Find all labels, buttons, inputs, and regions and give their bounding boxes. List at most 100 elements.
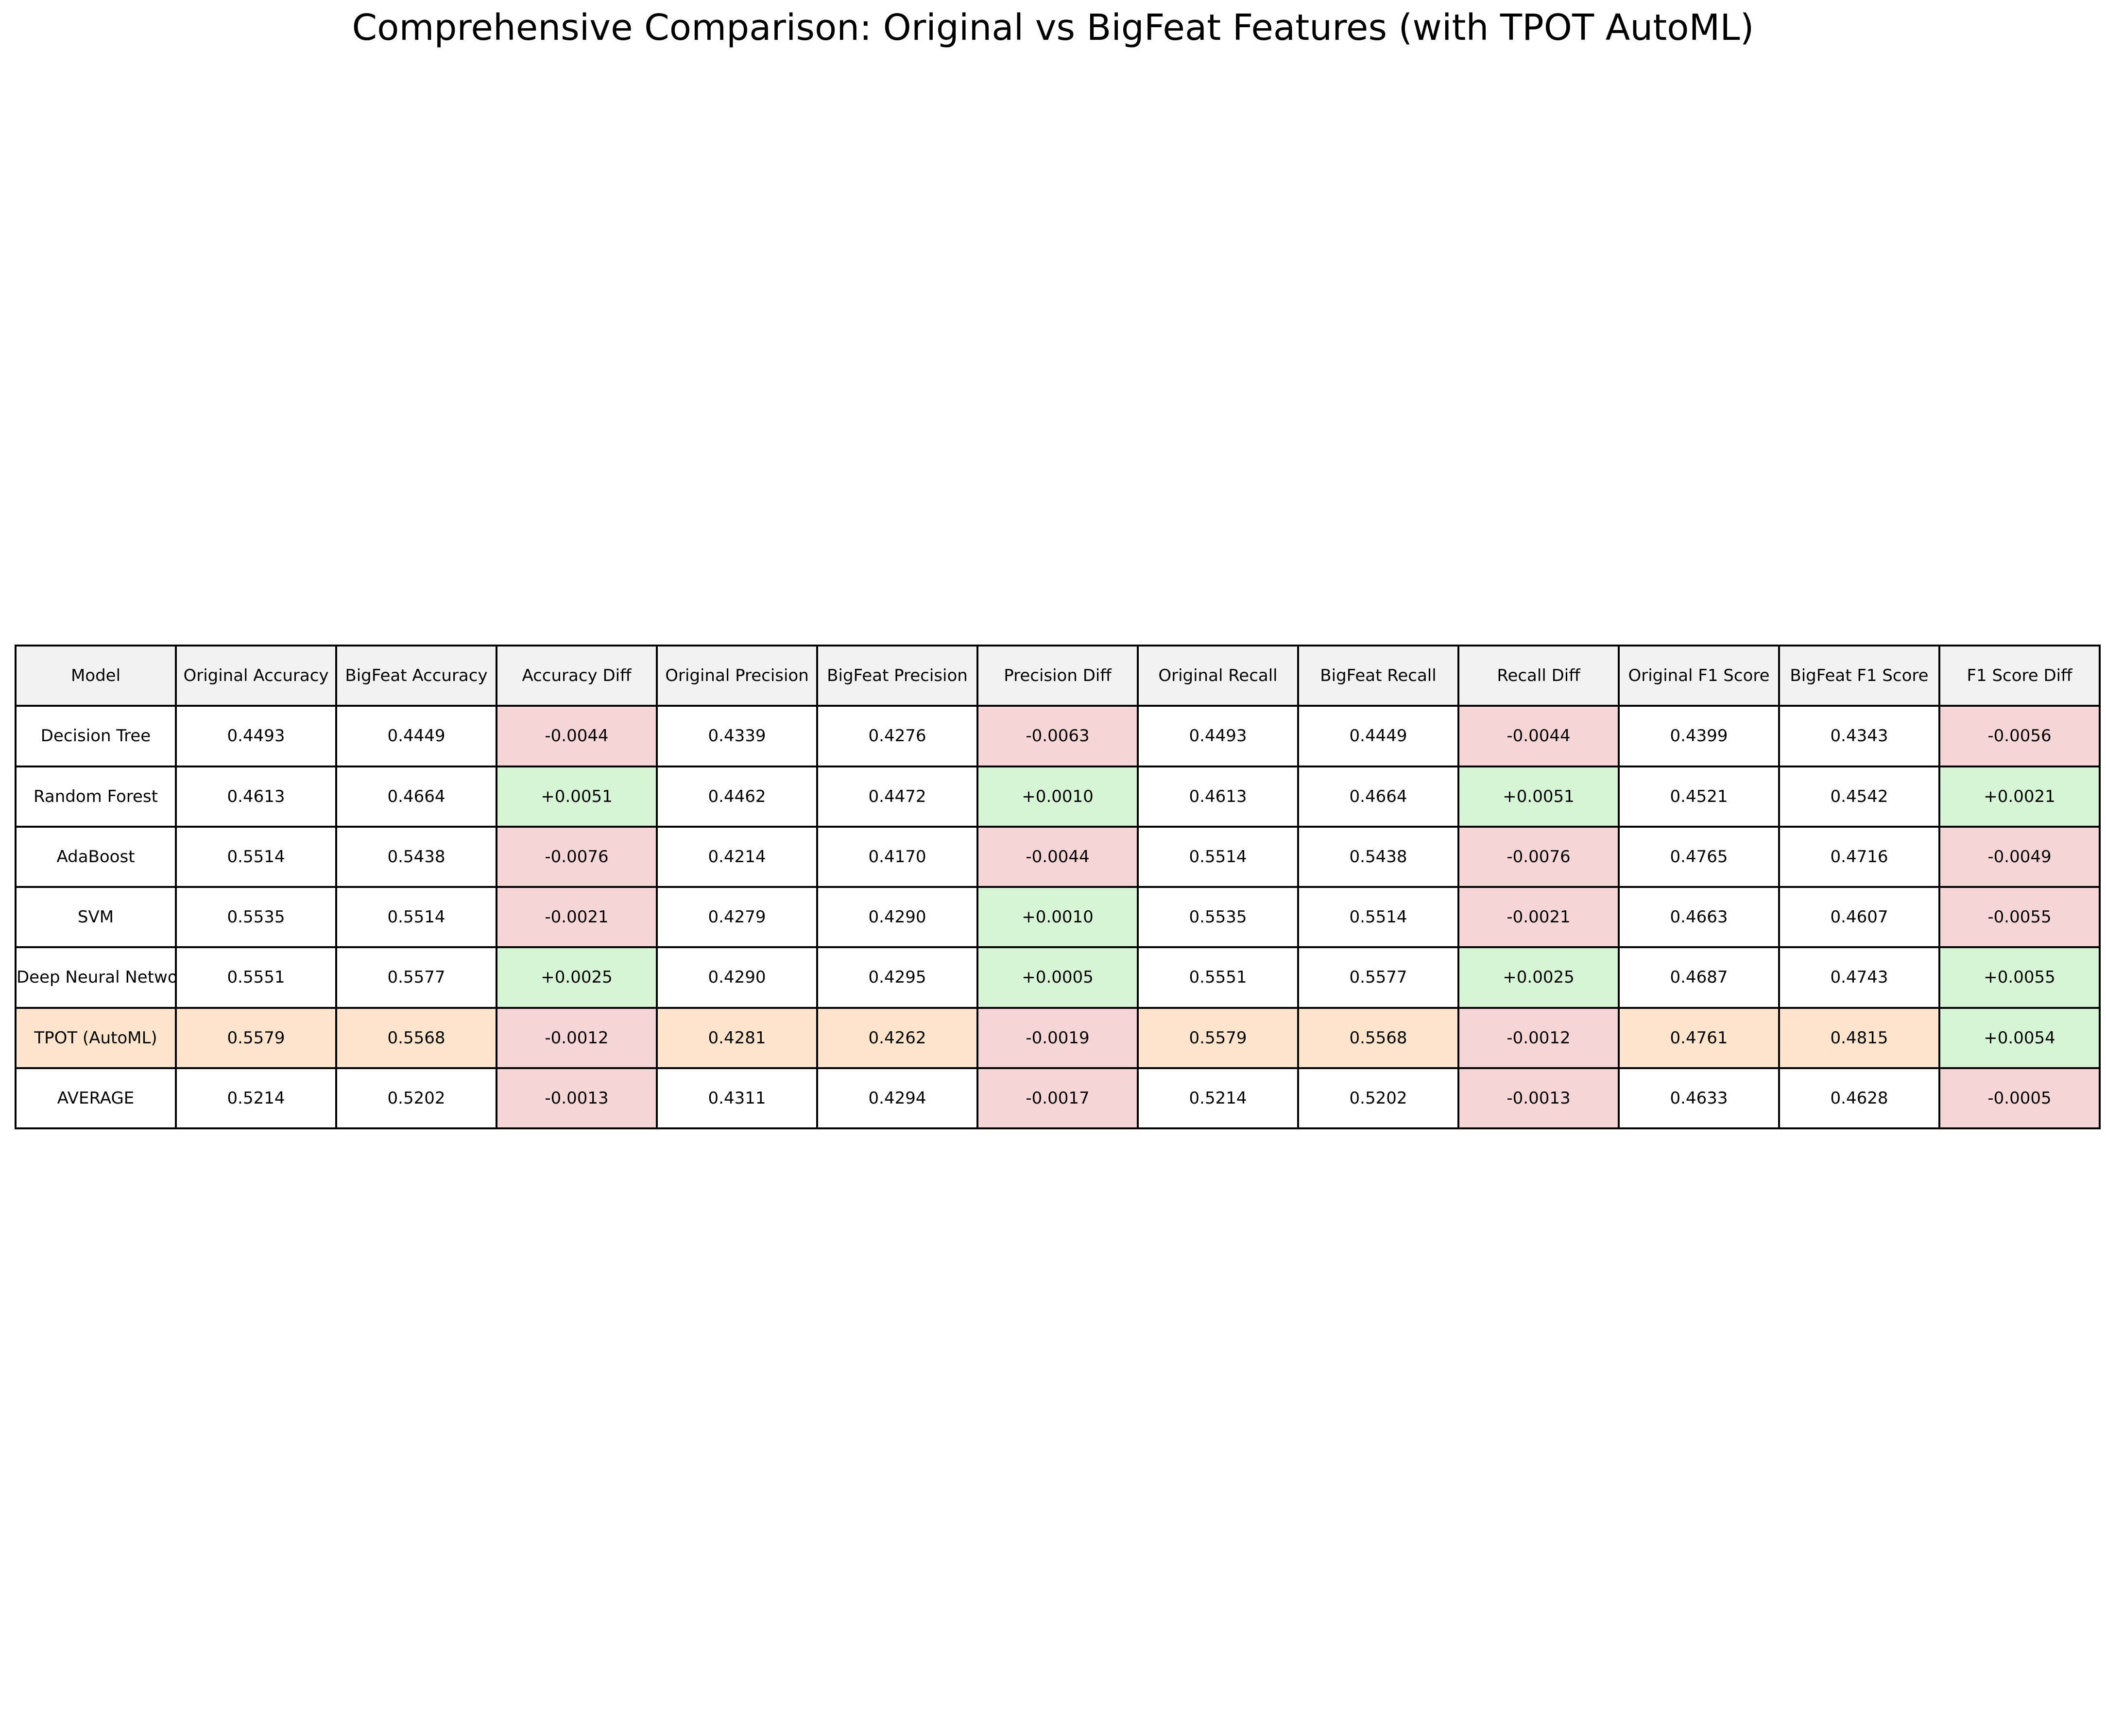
row-label: AdaBoost	[15, 825, 177, 888]
table-cell: 0.5551	[175, 946, 337, 1009]
table-cell: +0.0055	[1938, 946, 2101, 1009]
table-cell: 0.5514	[175, 825, 337, 888]
table-cell: 0.4290	[816, 885, 978, 949]
table-cell: 0.4170	[816, 825, 978, 888]
table-row: Random Forest 0.4613 0.4664 +0.0051 0.4462 0.…	[15, 765, 2101, 828]
table-cell: 0.5535	[1137, 885, 1299, 949]
table-cell: 0.4472	[816, 765, 978, 828]
table-cell: +0.0051	[1457, 765, 1620, 828]
table-cell: 0.4214	[656, 825, 818, 888]
table-cell: +0.0025	[1457, 946, 1620, 1009]
table-cell: +0.0010	[976, 885, 1139, 949]
table-cell: -0.0021	[496, 885, 658, 949]
table-cell: -0.0056	[1938, 705, 2101, 767]
table-row: AdaBoost 0.5514 0.5438 -0.0076 0.4214 0.4170-…	[15, 825, 2101, 888]
table-cell: 0.4493	[175, 705, 337, 767]
column-header-original-recall: Original Recall	[1137, 644, 1299, 707]
table-cell: 0.5568	[335, 1006, 497, 1069]
table-cell: 0.4815	[1778, 1006, 1940, 1069]
column-header-original-precision: Original Precision	[656, 644, 818, 707]
table-cell: 0.4462	[656, 765, 818, 828]
table-cell: 0.5535	[175, 885, 337, 949]
table-row: SVM 0.5535 0.5514 -0.0021 0.4279 0.4290 +0.001…	[15, 885, 2101, 949]
table-cell: 0.4761	[1618, 1006, 1780, 1069]
table-cell: -0.0012	[1457, 1006, 1620, 1069]
table-row: TPOT (AutoML) 0.5579 0.5568 -0.0012 0.4281 0.…	[15, 1006, 2101, 1069]
table-cell: +0.0005	[976, 946, 1139, 1009]
table-cell: 0.4311	[656, 1067, 818, 1130]
table-cell: +0.0021	[1938, 765, 2101, 828]
table-row: Decision Tree 0.4493 0.4449 -0.0044 0.4339 0.…	[15, 705, 2101, 767]
table-cell: 0.5579	[175, 1006, 337, 1069]
table-cell: 0.4716	[1778, 825, 1940, 888]
table-cell: 0.4613	[175, 765, 337, 828]
table-row: Deep Neural Networ 0.5551 0.5577 +0.0025 0.4…	[15, 946, 2101, 1009]
table-cell: 0.4521	[1618, 765, 1780, 828]
table-cell: 0.4607	[1778, 885, 1940, 949]
table-header-row: Model Original Accuracy BigFeat Accuracy Ac…	[15, 644, 2101, 707]
table-cell: 0.4493	[1137, 705, 1299, 767]
row-label: Random Forest	[15, 765, 177, 828]
column-header-recall-diff: Recall Diff	[1457, 644, 1620, 707]
table-cell: 0.5577	[1297, 946, 1459, 1009]
table-cell: -0.0013	[1457, 1067, 1620, 1130]
column-header-bigfeat-precision: BigFeat Precision	[816, 644, 978, 707]
table-cell: 0.5579	[1137, 1006, 1299, 1069]
column-header-f1-score-diff: F1 Score Diff	[1938, 644, 2101, 707]
table-cell: 0.4281	[656, 1006, 818, 1069]
table-cell: 0.4664	[335, 765, 497, 828]
column-header-original-f1-score: Original F1 Score	[1618, 644, 1780, 707]
table-cell: 0.5577	[335, 946, 497, 1009]
row-label: TPOT (AutoML)	[15, 1006, 177, 1069]
table-cell: 0.5438	[1297, 825, 1459, 888]
table-cell: 0.5568	[1297, 1006, 1459, 1069]
comparison-table: Model Original Accuracy BigFeat Accuracy Ac…	[15, 644, 2101, 1130]
chart-title: Comprehensive Comparison: Original vs Bi…	[352, 7, 1754, 49]
table-cell: -0.0063	[976, 705, 1139, 767]
table-cell: 0.4262	[816, 1006, 978, 1069]
table-cell: +0.0010	[976, 765, 1139, 828]
table-cell: 0.5202	[1297, 1067, 1459, 1130]
table-cell: 0.5214	[1137, 1067, 1299, 1130]
table-cell: 0.4613	[1137, 765, 1299, 828]
table-cell: 0.4290	[656, 946, 818, 1009]
table-cell: -0.0019	[976, 1006, 1139, 1069]
table-cell: 0.4628	[1778, 1067, 1940, 1130]
row-label: Deep Neural Networ	[15, 946, 177, 1009]
table-body: Model Original Accuracy BigFeat Accuracy Ac…	[15, 644, 2101, 1130]
column-header-model: Model	[15, 644, 177, 707]
table-cell: 0.5214	[175, 1067, 337, 1130]
table-cell: -0.0012	[496, 1006, 658, 1069]
table-cell: 0.5514	[335, 885, 497, 949]
table-cell: 0.4663	[1618, 885, 1780, 949]
column-header-bigfeat-f1-score: BigFeat F1 Score	[1778, 644, 1940, 707]
table-cell: -0.0044	[976, 825, 1139, 888]
row-label: SVM	[15, 885, 177, 949]
table-cell: +0.0054	[1938, 1006, 2101, 1069]
column-header-bigfeat-accuracy: BigFeat Accuracy	[335, 644, 497, 707]
table-cell: 0.4743	[1778, 946, 1940, 1009]
table-cell: 0.5514	[1297, 885, 1459, 949]
table-cell: 0.5438	[335, 825, 497, 888]
table-cell: 0.4294	[816, 1067, 978, 1130]
table-cell: 0.4339	[656, 705, 818, 767]
table-cell: 0.4449	[335, 705, 497, 767]
table-cell: -0.0055	[1938, 885, 2101, 949]
table-cell: -0.0076	[1457, 825, 1620, 888]
table-cell: 0.4276	[816, 705, 978, 767]
table-cell: 0.4295	[816, 946, 978, 1009]
table-cell: -0.0005	[1938, 1067, 2101, 1130]
table-cell: -0.0021	[1457, 885, 1620, 949]
table-cell: 0.4633	[1618, 1067, 1780, 1130]
table-cell: 0.4687	[1618, 946, 1780, 1009]
table-cell: -0.0017	[976, 1067, 1139, 1130]
row-label: Decision Tree	[15, 705, 177, 767]
table-cell: -0.0044	[496, 705, 658, 767]
table-cell: +0.0051	[496, 765, 658, 828]
table-cell: 0.4449	[1297, 705, 1459, 767]
table-cell: +0.0025	[496, 946, 658, 1009]
row-label: AVERAGE	[15, 1067, 177, 1130]
table-cell: 0.4765	[1618, 825, 1780, 888]
table-cell: 0.5551	[1137, 946, 1299, 1009]
table-cell: 0.4399	[1618, 705, 1780, 767]
